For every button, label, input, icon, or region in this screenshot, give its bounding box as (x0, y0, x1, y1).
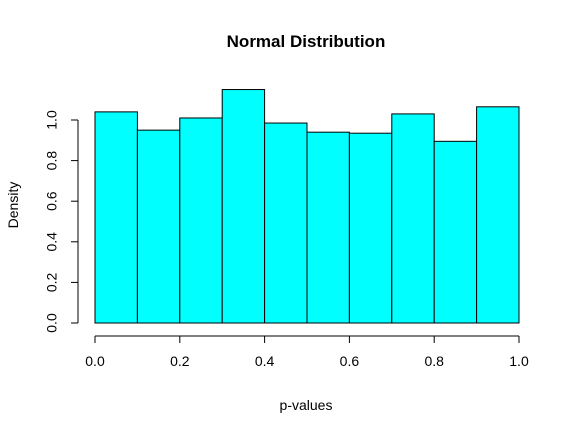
histogram-bar-10 (476, 106, 520, 324)
x-tick-label: 0.4 (255, 353, 275, 369)
y-tick-label: 0.0 (44, 313, 60, 333)
histogram-bar-2 (136, 129, 181, 324)
bars-group (94, 89, 520, 324)
histogram-bar-8 (391, 113, 435, 324)
histogram-bar-4 (221, 89, 266, 324)
histogram-bar-6 (306, 131, 350, 324)
histogram-bar-1 (94, 111, 138, 324)
y-tick-label: 0.8 (44, 151, 60, 171)
y-axis-label: Density (5, 182, 21, 229)
y-tick-label: 0.4 (44, 232, 60, 252)
y-tick-label: 0.6 (44, 191, 60, 211)
y-tick-label: 1.0 (44, 110, 60, 130)
y-axis: 0.0 0.2 0.4 0.6 0.8 1.0 (44, 110, 79, 333)
y-tick-label: 0.2 (44, 272, 60, 292)
x-axis-label: p-values (280, 397, 333, 413)
x-tick-label: 0.8 (424, 353, 444, 369)
histogram-bar-9 (433, 140, 478, 324)
histogram-bar-7 (348, 132, 393, 324)
x-axis: 0.0 0.2 0.4 0.6 0.8 1.0 (85, 335, 529, 369)
chart-title: Normal Distribution (227, 32, 386, 51)
histogram-bar-3 (179, 117, 223, 324)
x-tick-label: 0.2 (170, 353, 190, 369)
x-tick-label: 0.0 (85, 353, 105, 369)
histogram-bar-5 (264, 122, 308, 324)
x-tick-label: 1.0 (509, 353, 529, 369)
x-tick-label: 0.6 (340, 353, 360, 369)
